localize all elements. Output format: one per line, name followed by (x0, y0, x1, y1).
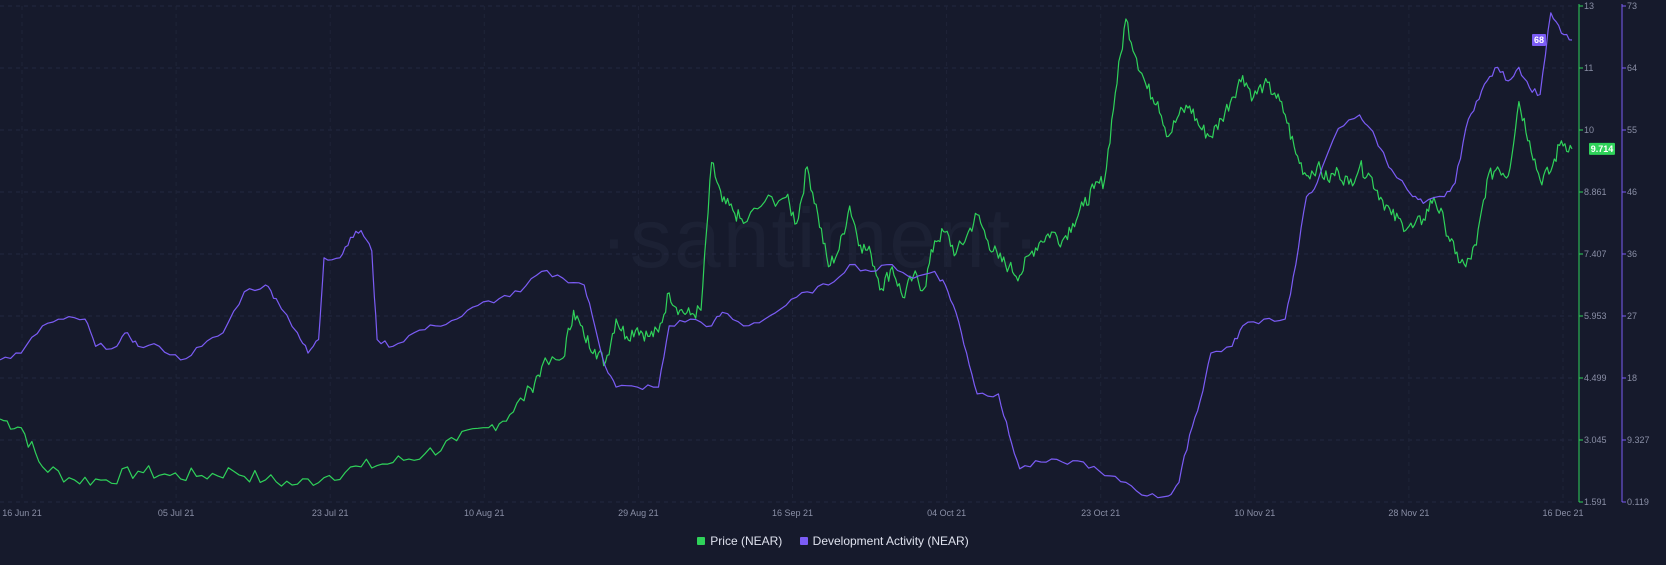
activity-axis-labels: 73 64 55 46 36 27 18 9.327 0.119 (1622, 1, 1650, 507)
activity-tick-label: 36 (1627, 249, 1637, 259)
legend: Price (NEAR) Development Activity (NEAR) (0, 534, 1666, 548)
activity-tick-label: 46 (1627, 187, 1637, 197)
last-value-badges: 9.714 68 (1532, 34, 1615, 155)
legend-swatch-price (697, 537, 706, 545)
x-tick-label: 10 Aug 21 (464, 508, 505, 518)
price-tick-label: 3.045 (1584, 435, 1607, 445)
price-tick-label: 5.953 (1584, 311, 1607, 321)
legend-item-price[interactable]: Price (NEAR) (697, 534, 782, 548)
x-tick-label: 16 Sep 21 (772, 508, 813, 518)
x-tick-label: 16 Dec 21 (1542, 508, 1583, 518)
x-tick-label: 28 Nov 21 (1388, 508, 1429, 518)
activity-tick-label: 73 (1627, 1, 1637, 11)
legend-item-activity[interactable]: Development Activity (NEAR) (799, 534, 969, 548)
activity-series-line (0, 12, 1573, 499)
price-tick-label: 7.407 (1584, 249, 1607, 259)
activity-tick-label: 18 (1627, 373, 1637, 383)
activity-tick-label: 64 (1627, 63, 1637, 73)
price-tick-label: 1.591 (1584, 497, 1607, 507)
price-axis-labels: 13 11 10 8.861 7.407 5.953 4.499 3.045 1.591 (1579, 1, 1607, 507)
price-series-line (0, 18, 1573, 487)
x-tick-label: 23 Oct 21 (1081, 508, 1120, 518)
watermark: ·santiment· (600, 191, 1043, 285)
price-tick-label: 11 (1584, 63, 1593, 73)
x-tick-label: 23 Jul 21 (312, 508, 349, 518)
price-last-value-text: 9.714 (1591, 144, 1614, 154)
x-tick-label: 04 Oct 21 (927, 508, 966, 518)
activity-tick-label: 55 (1627, 125, 1637, 135)
price-tick-label: 10 (1584, 125, 1594, 135)
price-last-value-badge (1589, 142, 1615, 155)
axes (1578, 4, 1623, 502)
price-tick-label: 4.499 (1584, 373, 1607, 383)
activity-tick-label: 27 (1627, 311, 1637, 321)
x-tick-label: 29 Aug 21 (618, 508, 659, 518)
legend-swatch-activity (799, 537, 808, 545)
activity-last-value-badge (1532, 34, 1546, 47)
activity-tick-label: 9.327 (1627, 435, 1650, 445)
x-tick-label: 05 Jul 21 (158, 508, 195, 518)
legend-label-activity: Development Activity (NEAR) (812, 534, 969, 548)
activity-last-value-text: 68 (1534, 35, 1544, 45)
price-tick-label: 13 (1584, 1, 1594, 11)
x-tick-label: 16 Jun 21 (2, 508, 42, 518)
x-tick-label: 10 Nov 21 (1234, 508, 1275, 518)
series-lines (0, 12, 1573, 499)
grid-lines (0, 5, 1572, 503)
legend-label-price: Price (NEAR) (710, 534, 783, 548)
price-tick-label: 8.861 (1584, 187, 1607, 197)
activity-tick-label: 0.119 (1627, 497, 1649, 507)
x-axis-labels: 16 Jun 21 05 Jul 21 23 Jul 21 10 Aug 21 29 A… (2, 508, 1583, 518)
